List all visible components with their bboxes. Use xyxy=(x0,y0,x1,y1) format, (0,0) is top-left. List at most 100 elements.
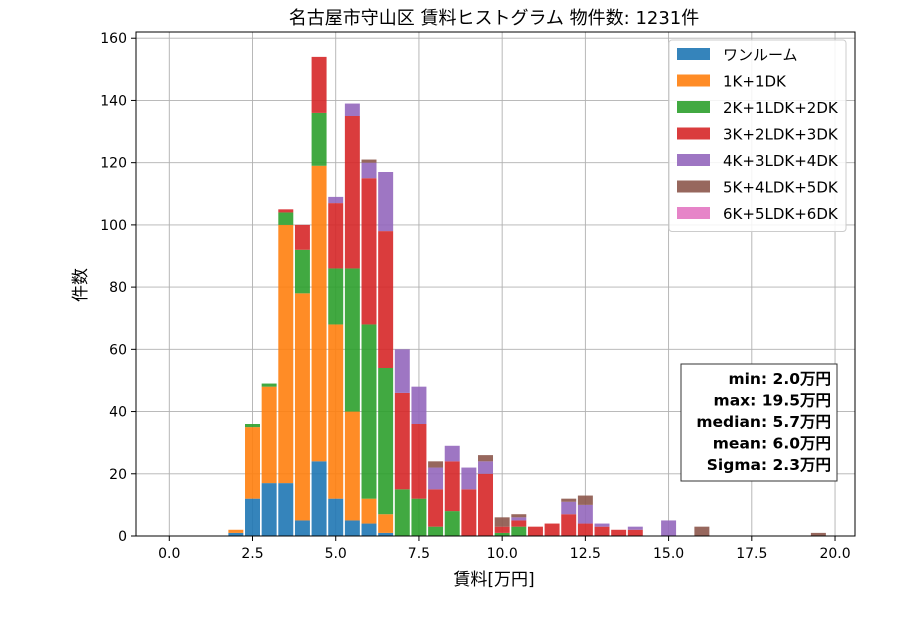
bar-segment xyxy=(411,386,427,424)
legend-entry: 1K+1DK xyxy=(723,73,787,91)
stats-line: max: 19.5万円 xyxy=(714,392,831,410)
bar-segment xyxy=(444,461,460,512)
bar-segment xyxy=(810,532,826,536)
x-tick-label: 5.0 xyxy=(325,546,347,562)
x-tick-label: 0.0 xyxy=(158,546,180,562)
bar-segment xyxy=(544,523,560,536)
bar-segment xyxy=(344,268,360,412)
plot-area: 0.0 2.5 5.0 7.5 10.0 12.5 15.0 17.5 20.0 0 20 40 60 8… xyxy=(100,31,856,562)
legend-entry: 2K+1LDK+2DK xyxy=(723,99,839,117)
bar-segment xyxy=(361,498,377,524)
bar-segment xyxy=(361,324,377,499)
stats-box-frame xyxy=(680,363,838,482)
x-tick-label: 15.0 xyxy=(653,546,684,562)
x-axis-label: 賃料[万円] xyxy=(453,570,534,590)
bar-segment xyxy=(494,526,510,533)
legend-swatch xyxy=(677,207,710,219)
bar-segment xyxy=(444,445,460,462)
bar-segment xyxy=(511,520,527,527)
chart-title: 名古屋市守山区 賃料ヒストグラム 物件数: 1231件 xyxy=(289,8,700,29)
stats-box: min: 2.0万円 max: 19.5万円 median: 5.7万円 mean: … xyxy=(680,363,838,482)
bar-segment xyxy=(361,159,377,163)
bar-segment xyxy=(594,526,610,536)
bar-segment xyxy=(328,196,344,204)
stats-line: median: 5.7万円 xyxy=(696,413,831,431)
bar-segment xyxy=(344,116,360,269)
y-tick-label: 120 xyxy=(100,156,127,172)
bar-segment xyxy=(594,523,610,527)
bar-segment xyxy=(511,514,527,518)
bar-segment xyxy=(294,520,310,536)
bar-segment xyxy=(478,461,494,474)
bar-segment xyxy=(561,498,577,502)
bar-segment xyxy=(361,178,377,325)
y-tick-label: 0 xyxy=(118,529,127,545)
bar-segment xyxy=(378,532,394,536)
bar-segment xyxy=(577,523,593,536)
bar-segment xyxy=(278,224,294,484)
bar-segment xyxy=(361,523,377,536)
bar-segment xyxy=(494,532,510,536)
legend-swatch xyxy=(677,154,710,166)
legend-swatch xyxy=(677,101,710,113)
bar-segment xyxy=(561,514,577,536)
bar-segment xyxy=(294,224,310,250)
stats-line: Sigma: 2.3万円 xyxy=(707,456,831,474)
x-tick-label: 2.5 xyxy=(241,546,263,562)
bar-segment xyxy=(511,517,527,521)
legend-swatch xyxy=(677,180,710,193)
bar-segment xyxy=(428,526,444,536)
bar-segment xyxy=(428,467,444,490)
legend-entry: ワンルーム xyxy=(723,46,798,64)
bar-segment xyxy=(261,386,277,484)
legend-swatch xyxy=(677,74,710,87)
y-tick-label: 40 xyxy=(109,405,127,421)
bar-segment xyxy=(278,483,294,536)
legend-entry: 5K+4LDK+5DK xyxy=(723,179,839,197)
bar-segment xyxy=(261,483,277,536)
bar-segment xyxy=(344,103,360,116)
bar-segment xyxy=(411,424,427,499)
bar-segment xyxy=(428,489,444,527)
legend-box xyxy=(668,39,847,232)
stats-line: min: 2.0万円 xyxy=(728,370,831,388)
x-tick-label: 10.0 xyxy=(487,546,518,562)
bar-segment xyxy=(561,501,577,515)
bar-segment xyxy=(328,203,344,269)
bar-segment xyxy=(278,209,294,213)
bar-segment xyxy=(611,529,627,536)
bar-segment xyxy=(228,529,244,533)
bar-segment xyxy=(577,504,593,524)
bar-segment xyxy=(378,368,394,515)
bar-segment xyxy=(461,467,477,490)
bar-segment xyxy=(328,498,344,536)
y-tick-label: 140 xyxy=(100,93,127,109)
y-tick-label: 80 xyxy=(109,280,127,296)
x-tick-label: 20.0 xyxy=(819,546,850,562)
bar-segment xyxy=(511,526,527,536)
legend: ワンルーム 1K+1DK 2K+1LDK+2DK 3K+2LDK+3DK 4K+3LDK… xyxy=(668,39,847,232)
bar-segment xyxy=(444,511,460,536)
bar-segment xyxy=(344,520,360,536)
bar-segment xyxy=(311,461,327,536)
legend-entry: 6K+5LDK+6DK xyxy=(723,205,839,223)
y-axis-label: 件数 xyxy=(71,268,91,302)
bar-segment xyxy=(627,526,643,530)
bar-segment xyxy=(394,489,410,536)
bar-segment xyxy=(328,324,344,499)
bar-segment xyxy=(294,293,310,521)
x-tick-label: 7.5 xyxy=(408,546,430,562)
x-tick-label: 12.5 xyxy=(570,546,601,562)
bar-segment xyxy=(344,411,360,521)
bar-segment xyxy=(361,162,377,179)
bar-segment xyxy=(311,165,327,462)
bar-segment xyxy=(378,172,394,232)
bar-segment xyxy=(278,212,294,225)
y-tick-label: 160 xyxy=(100,31,127,47)
bar-segment xyxy=(328,268,344,325)
bar-segment xyxy=(428,461,444,468)
y-tick-label: 20 xyxy=(109,467,127,483)
bar-segment xyxy=(311,56,327,113)
y-tick-label: 100 xyxy=(100,218,127,234)
legend-entry: 3K+2LDK+3DK xyxy=(723,126,839,144)
